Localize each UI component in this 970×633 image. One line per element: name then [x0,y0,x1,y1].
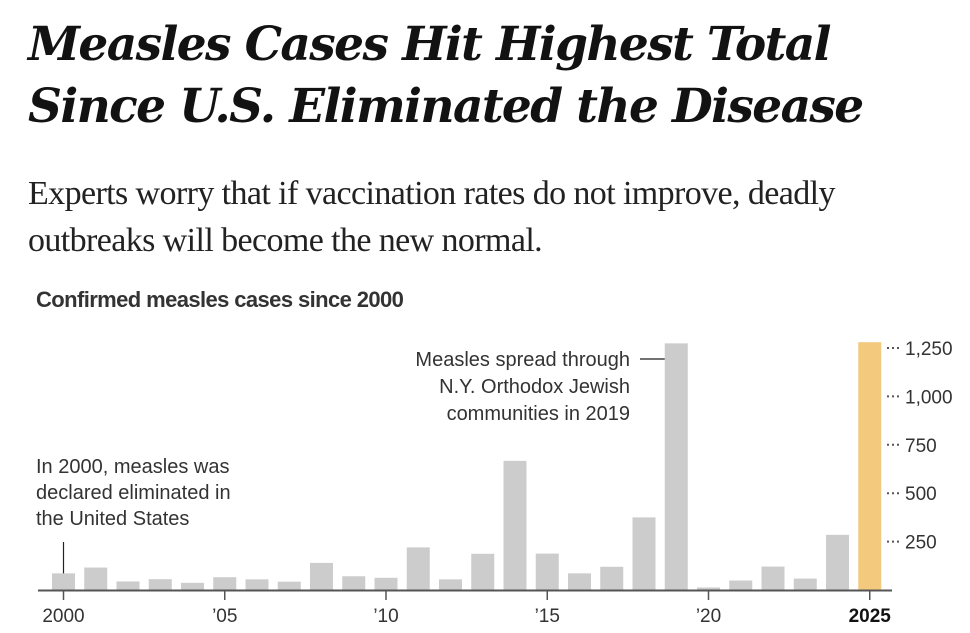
chart-title: Confirmed measles cases since 2000 [36,287,404,312]
y-tick-label-500: 500 [905,484,937,505]
bar-2006 [245,579,269,590]
bar-2025 [858,342,882,590]
bar-2013 [471,553,495,590]
x-tick-label-2000: 2000 [42,606,84,627]
bar-2012 [439,579,462,590]
dek-summary: Experts worry that if vaccination rates … [28,175,835,259]
x-tick-label-2010: ’10 [373,606,398,627]
bar-2014 [503,460,527,590]
bar-2022 [761,566,785,590]
y-axis: 250 500 750 1,000 1,250 [887,339,953,554]
bar-2019 [664,343,688,590]
annotation-line: N.Y. Orthodox Jewish [439,376,630,398]
x-tick-label-2005: ’05 [212,606,237,627]
annotation-line: Measles spread through [415,349,630,371]
y-tick-label-1000: 1,000 [905,387,953,408]
bar-2017 [600,566,624,590]
bar-2007 [277,581,301,590]
x-tick-label-2025: 2025 [849,606,892,627]
bar-2002 [116,581,140,590]
bar-2004 [181,582,204,590]
annotation-2019: Measles spread through N.Y. Orthodox Jewi… [415,349,665,425]
bar-2005 [213,577,237,590]
bar-2008 [310,562,333,590]
annotation-line: In 2000, measles was [36,456,229,478]
bar-2003 [148,579,172,590]
bar-2020 [697,587,720,590]
bar-2009 [342,576,366,590]
annotation-2000: In 2000, measles was declared eliminated … [36,456,231,574]
bar-2011 [406,547,430,590]
x-tick-label-2020: ’20 [696,606,721,627]
bar-2000 [52,573,75,590]
annotations: In 2000, measles was declared eliminated … [36,349,665,574]
x-axis: 2000 ’05 ’10 ’15 ’20 2025 [38,589,892,627]
bar-2015 [535,553,559,590]
bar-2018 [632,517,656,590]
annotation-line: communities in 2019 [447,403,630,425]
bar-2001 [84,567,108,590]
headline: Measles Cases Hit Highest Total Since U.… [28,17,864,134]
x-tick-label-2015: ’15 [535,606,560,627]
bars-group [52,342,882,590]
y-tick-label-250: 250 [905,533,937,554]
y-tick-label-1250: 1,250 [905,339,953,360]
bar-2021 [729,580,753,590]
bar-2016 [568,573,591,590]
bar-2010 [374,577,398,590]
bar-2023 [793,578,817,590]
annotation-line: the United States [36,508,189,530]
y-tick-label-750: 750 [905,436,937,457]
bar-2024 [826,534,849,590]
annotation-line: declared eliminated in [36,482,231,504]
